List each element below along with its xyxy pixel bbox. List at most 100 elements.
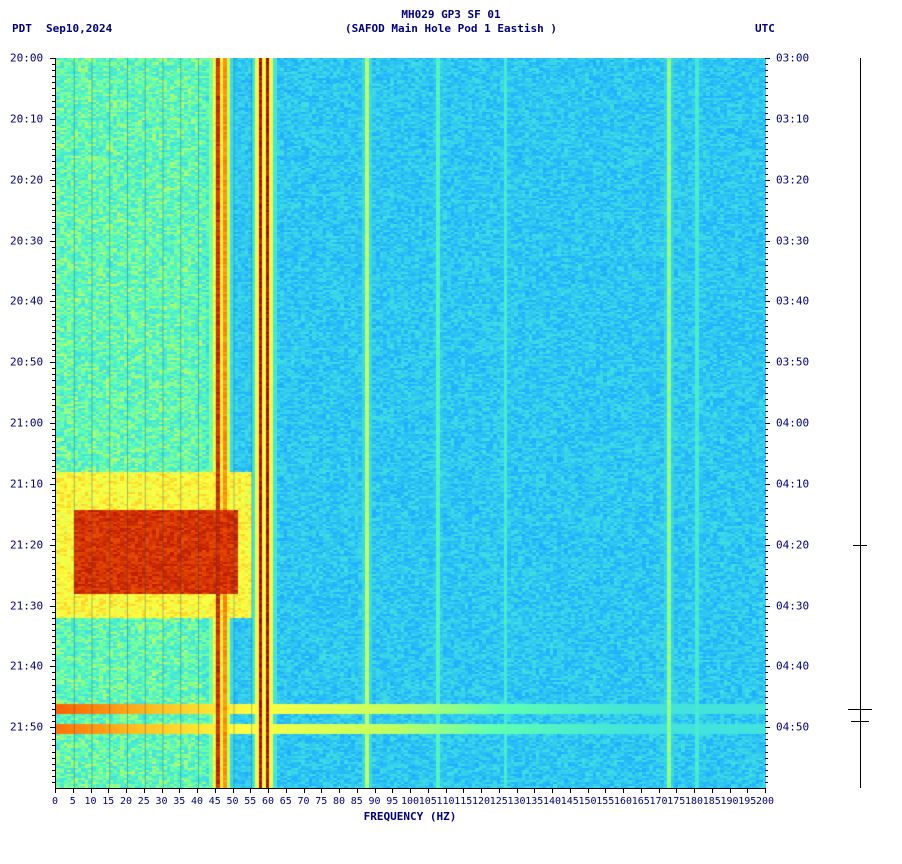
- y-minor-tick-left: [52, 435, 55, 436]
- y-tick-label-left: 20:20: [10, 173, 43, 186]
- y-minor-tick-right: [765, 697, 768, 698]
- y-minor-tick-left: [52, 247, 55, 248]
- y-minor-tick-left: [52, 679, 55, 680]
- y-minor-tick-right: [765, 174, 768, 175]
- y-minor-tick-left: [52, 636, 55, 637]
- y-minor-tick-right: [765, 624, 768, 625]
- x-tick-mark: [517, 788, 518, 793]
- y-minor-tick-right: [765, 654, 768, 655]
- y-minor-tick-right: [765, 198, 768, 199]
- y-minor-tick-left: [52, 764, 55, 765]
- y-minor-tick-left: [52, 161, 55, 162]
- y-minor-tick-right: [765, 478, 768, 479]
- y-minor-tick-left: [52, 721, 55, 722]
- y-minor-tick-left: [52, 715, 55, 716]
- y-minor-tick-right: [765, 563, 768, 564]
- y-minor-tick-left: [52, 368, 55, 369]
- y-minor-tick-left: [52, 557, 55, 558]
- y-minor-tick-right: [765, 149, 768, 150]
- x-tick-label: 195: [738, 796, 756, 807]
- y-tick-label-left: 20:30: [10, 234, 43, 247]
- x-tick-label: 120: [472, 796, 490, 807]
- y-minor-tick-left: [52, 508, 55, 509]
- y-minor-tick-right: [765, 672, 768, 673]
- y-tick-label-left: 21:40: [10, 660, 43, 673]
- y-minor-tick-right: [765, 234, 768, 235]
- y-tick-mark-right: [765, 666, 770, 667]
- x-tick-mark: [304, 788, 305, 793]
- y-minor-tick-left: [52, 320, 55, 321]
- y-minor-tick-right: [765, 405, 768, 406]
- y-minor-tick-right: [765, 283, 768, 284]
- y-minor-tick-right: [765, 739, 768, 740]
- y-minor-tick-right: [765, 758, 768, 759]
- y-minor-tick-right: [765, 131, 768, 132]
- y-minor-tick-left: [52, 393, 55, 394]
- y-minor-tick-left: [52, 703, 55, 704]
- y-tick-label-left: 20:10: [10, 112, 43, 125]
- x-tick-label: 80: [333, 796, 345, 807]
- y-minor-tick-right: [765, 520, 768, 521]
- y-minor-tick-left: [52, 697, 55, 698]
- y-tick-mark-right: [765, 180, 770, 181]
- y-tick-label-left: 20:50: [10, 356, 43, 369]
- y-minor-tick-left: [52, 101, 55, 102]
- y-minor-tick-left: [52, 630, 55, 631]
- x-tick-mark: [410, 788, 411, 793]
- y-tick-label-left: 21:00: [10, 417, 43, 430]
- y-minor-tick-right: [765, 679, 768, 680]
- x-tick-label: 155: [596, 796, 614, 807]
- y-minor-tick-left: [52, 113, 55, 114]
- x-tick-mark: [162, 788, 163, 793]
- x-tick-label: 15: [102, 796, 114, 807]
- y-minor-tick-right: [765, 526, 768, 527]
- y-minor-tick-left: [52, 277, 55, 278]
- y-tick-label-right: 03:30: [776, 234, 809, 247]
- y-minor-tick-right: [765, 289, 768, 290]
- y-minor-tick-left: [52, 478, 55, 479]
- y-minor-tick-left: [52, 332, 55, 333]
- y-minor-tick-right: [765, 277, 768, 278]
- x-tick-label: 20: [120, 796, 132, 807]
- y-minor-tick-left: [52, 405, 55, 406]
- y-minor-tick-left: [52, 174, 55, 175]
- y-tick-mark-right: [765, 423, 770, 424]
- x-tick-label: 25: [138, 796, 150, 807]
- x-tick-label: 70: [297, 796, 309, 807]
- y-tick-label-right: 03:40: [776, 295, 809, 308]
- y-minor-tick-left: [52, 539, 55, 540]
- y-minor-tick-right: [765, 496, 768, 497]
- y-minor-tick-right: [765, 411, 768, 412]
- y-minor-tick-left: [52, 131, 55, 132]
- y-minor-tick-left: [52, 307, 55, 308]
- y-minor-tick-left: [52, 587, 55, 588]
- y-minor-tick-left: [52, 618, 55, 619]
- y-tick-label-left: 20:40: [10, 295, 43, 308]
- y-minor-tick-right: [765, 204, 768, 205]
- side-trace-event: [851, 721, 869, 722]
- x-tick-mark: [641, 788, 642, 793]
- x-tick-mark: [659, 788, 660, 793]
- y-minor-tick-right: [765, 466, 768, 467]
- y-minor-tick-left: [52, 88, 55, 89]
- y-minor-tick-left: [52, 685, 55, 686]
- x-tick-label: 65: [280, 796, 292, 807]
- x-tick-mark: [499, 788, 500, 793]
- y-tick-mark-left: [50, 423, 55, 424]
- x-tick-mark: [588, 788, 589, 793]
- x-tick-mark: [197, 788, 198, 793]
- y-minor-tick-right: [765, 387, 768, 388]
- y-minor-tick-right: [765, 569, 768, 570]
- y-minor-tick-right: [765, 393, 768, 394]
- y-minor-tick-right: [765, 271, 768, 272]
- y-minor-tick-left: [52, 660, 55, 661]
- timezone-left-label: PDT: [12, 22, 32, 35]
- y-minor-tick-left: [52, 441, 55, 442]
- y-minor-tick-right: [765, 460, 768, 461]
- y-tick-label-left: 21:30: [10, 599, 43, 612]
- y-minor-tick-left: [52, 399, 55, 400]
- y-minor-tick-left: [52, 563, 55, 564]
- y-minor-tick-left: [52, 624, 55, 625]
- x-tick-label: 200: [756, 796, 774, 807]
- y-minor-tick-right: [765, 259, 768, 260]
